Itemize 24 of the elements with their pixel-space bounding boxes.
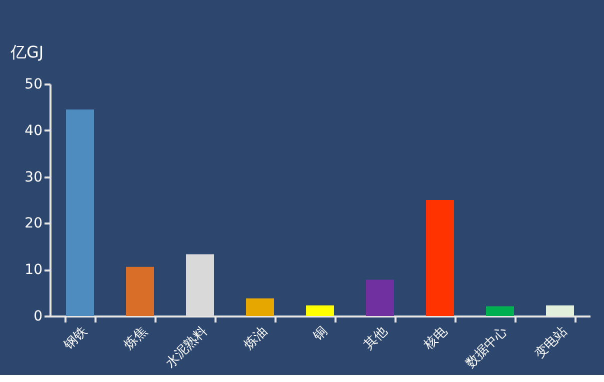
bar — [126, 266, 154, 316]
y-tick-label: 40 — [24, 122, 42, 139]
x-tick-label: 水泥熟料 — [163, 324, 210, 372]
y-tick-label: 0 — [34, 308, 42, 324]
bar — [246, 298, 274, 316]
y-tick-label: 50 — [24, 76, 42, 92]
bar — [306, 305, 334, 316]
bar — [426, 200, 454, 316]
x-tick-label: 炼油 — [241, 324, 270, 353]
x-tick-label: 炼焦 — [121, 324, 150, 353]
bar — [66, 110, 94, 316]
x-tick-label: 数据中心 — [462, 323, 510, 372]
x-tick-label: 铜 — [310, 324, 330, 344]
bar — [366, 280, 394, 316]
x-tick-label: 变电站 — [532, 324, 570, 362]
x-tick-label: 钢铁 — [60, 324, 90, 354]
x-tick-label: 核电 — [420, 324, 450, 354]
bar — [186, 254, 214, 316]
y-axis-title: 亿GJ — [10, 42, 44, 62]
y-tick-label: 10 — [24, 262, 42, 278]
y-tick-label: 30 — [24, 169, 42, 186]
x-tick-label: 其他 — [361, 324, 390, 353]
bar — [486, 306, 514, 316]
y-tick-label: 20 — [24, 216, 42, 232]
